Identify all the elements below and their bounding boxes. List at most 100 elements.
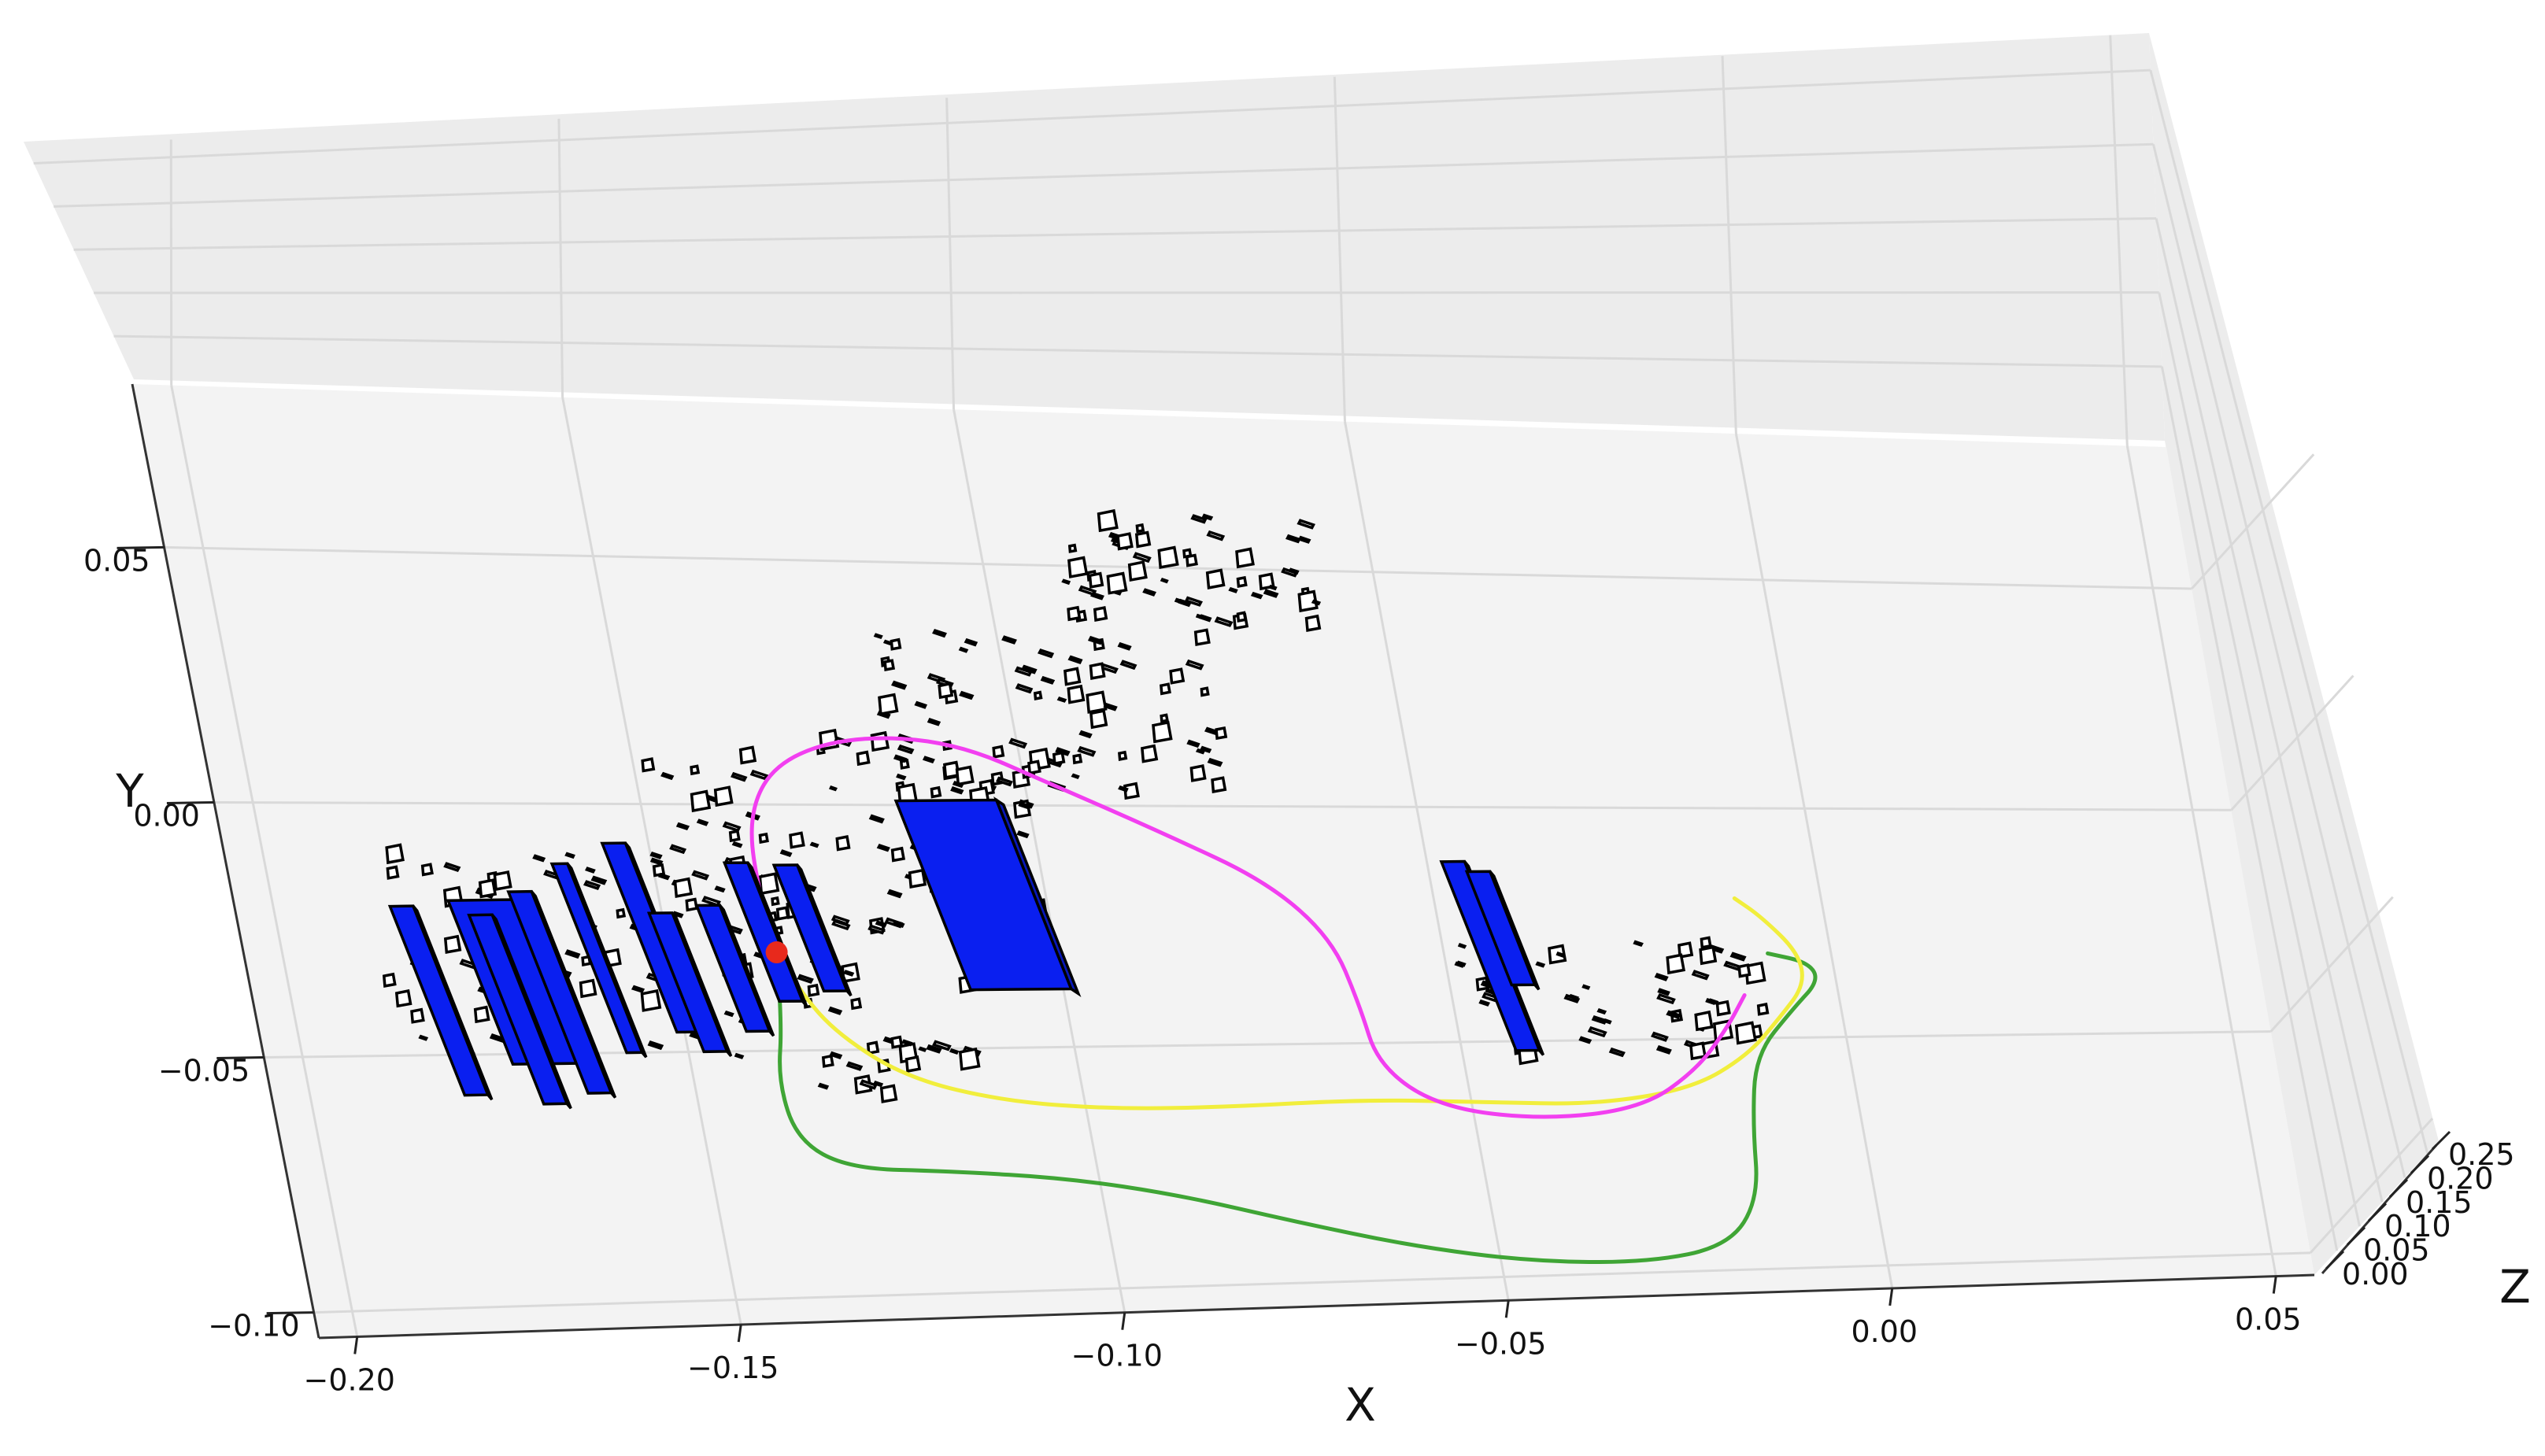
obstacle-264 (1190, 514, 1208, 524)
grid-side-z-3 (2155, 218, 2384, 1203)
obstacle-172 (1152, 720, 1173, 744)
obstacle-128 (660, 771, 675, 781)
obstacle-19 (564, 949, 581, 959)
obstacle-108 (1016, 830, 1030, 839)
obstacle-287 (1195, 613, 1205, 620)
axes-panes (24, 33, 2439, 1338)
obstacle-276 (1157, 545, 1179, 569)
obstacle-291 (1106, 571, 1128, 595)
obstacle-201 (964, 637, 978, 647)
obstacle-299 (1201, 513, 1214, 521)
column-2 (467, 913, 569, 1106)
y-tick-1 (216, 1056, 264, 1060)
obstacle-256 (1206, 530, 1226, 541)
obstacle-163 (779, 849, 793, 858)
grid-side-y-0 (2309, 1118, 2434, 1254)
y-tick-0 (266, 1311, 314, 1315)
x-tick-label-5: 0.05 (2235, 1303, 2302, 1337)
obstacle-202 (1015, 683, 1034, 694)
obstacle-298 (1184, 596, 1204, 607)
z-tick-label-3: 0.15 (2406, 1185, 2473, 1220)
obstacle-238 (938, 682, 954, 700)
obstacle-334 (1633, 940, 1644, 948)
obstacle-230 (1186, 739, 1200, 748)
grid-side-y-2 (2230, 674, 2354, 811)
obstacle-192 (1063, 667, 1082, 686)
obstacle-131 (875, 920, 887, 928)
z-tick-label-1: 0.05 (2363, 1233, 2430, 1268)
grid-x-5 (2125, 445, 2277, 1277)
obstacle-210 (1185, 659, 1204, 671)
obstacle-345 (1699, 945, 1718, 966)
obstacle-49 (579, 978, 597, 999)
obstacle-240 (891, 680, 908, 690)
obstacle-356 (1603, 1018, 1612, 1025)
obstacle-98 (809, 841, 819, 848)
grid-y-3 (164, 545, 2192, 590)
obstacle-211 (955, 765, 975, 786)
obstacle-358 (1666, 953, 1686, 975)
obstacle-231 (1086, 690, 1108, 714)
z-tick-1 (2346, 1226, 2366, 1246)
obstacle-219 (914, 700, 928, 709)
obstacle-378 (872, 1080, 884, 1088)
grid-back-x-3 (1333, 76, 1346, 422)
obstacle-24 (443, 934, 462, 954)
grid-back-x-4 (1721, 56, 1737, 434)
obstacle-351 (1705, 998, 1717, 1006)
obstacle-241 (1001, 635, 1017, 645)
obstacle-316 (1657, 988, 1670, 996)
obstacle-215 (1200, 745, 1212, 754)
y-tick-3 (117, 545, 165, 549)
y-axis-label: Y (115, 764, 144, 818)
obstacle-43 (386, 865, 400, 880)
obstacle-380 (949, 1048, 960, 1055)
obstacle-37 (583, 880, 601, 891)
obstacle-148 (1008, 737, 1028, 749)
column-9 (771, 863, 849, 993)
obstacle-348 (1654, 972, 1669, 981)
obstacle-365 (890, 1035, 904, 1049)
obstacle-134 (690, 764, 701, 776)
obstacle-340 (1587, 1025, 1607, 1038)
obstacle-125 (892, 920, 905, 928)
obstacle-341 (1691, 970, 1710, 981)
obstacle-245 (1052, 751, 1066, 766)
grid-back-x-5 (2109, 35, 2129, 446)
x-tick-label-0: −0.20 (304, 1362, 395, 1397)
obstacle-289 (1067, 543, 1078, 553)
obstacle-117 (897, 744, 915, 755)
column-6 (646, 911, 730, 1054)
obstacle-143 (758, 872, 780, 896)
obstacle-14 (532, 854, 546, 863)
obstacle-212 (1160, 682, 1171, 696)
obstacle-106 (696, 819, 709, 826)
obstacle-313 (1655, 1044, 1672, 1055)
obstacle-225 (1193, 628, 1211, 646)
obstacle-375 (807, 983, 820, 997)
obstacle-194 (1071, 773, 1080, 779)
obstacle-184 (1056, 696, 1067, 703)
obstacle-296 (1182, 548, 1193, 559)
obstacle-307 (1723, 960, 1741, 971)
obstacle-321 (1700, 936, 1712, 949)
y-tick-2 (166, 800, 214, 804)
obstacle-388 (845, 1061, 864, 1071)
obstacle-157 (731, 771, 748, 782)
obstacle-179 (893, 754, 908, 763)
obstacle-325 (1729, 952, 1747, 962)
column-7 (694, 904, 772, 1033)
grid-x-2 (953, 409, 1126, 1313)
obstacle-346 (1563, 993, 1581, 1003)
obstacle-44 (473, 1005, 490, 1024)
trajectory-1 (775, 896, 1804, 1110)
obstacle-355 (1737, 963, 1752, 978)
obstacle-127 (856, 750, 871, 767)
obstacle-56 (669, 844, 687, 855)
x-tick-label-4: 0.00 (1851, 1314, 1918, 1349)
obstacle-331 (1666, 1010, 1681, 1019)
obstacle-249 (932, 628, 947, 638)
grid-side-z-2 (2158, 292, 2361, 1227)
obstacle-122 (649, 851, 663, 859)
